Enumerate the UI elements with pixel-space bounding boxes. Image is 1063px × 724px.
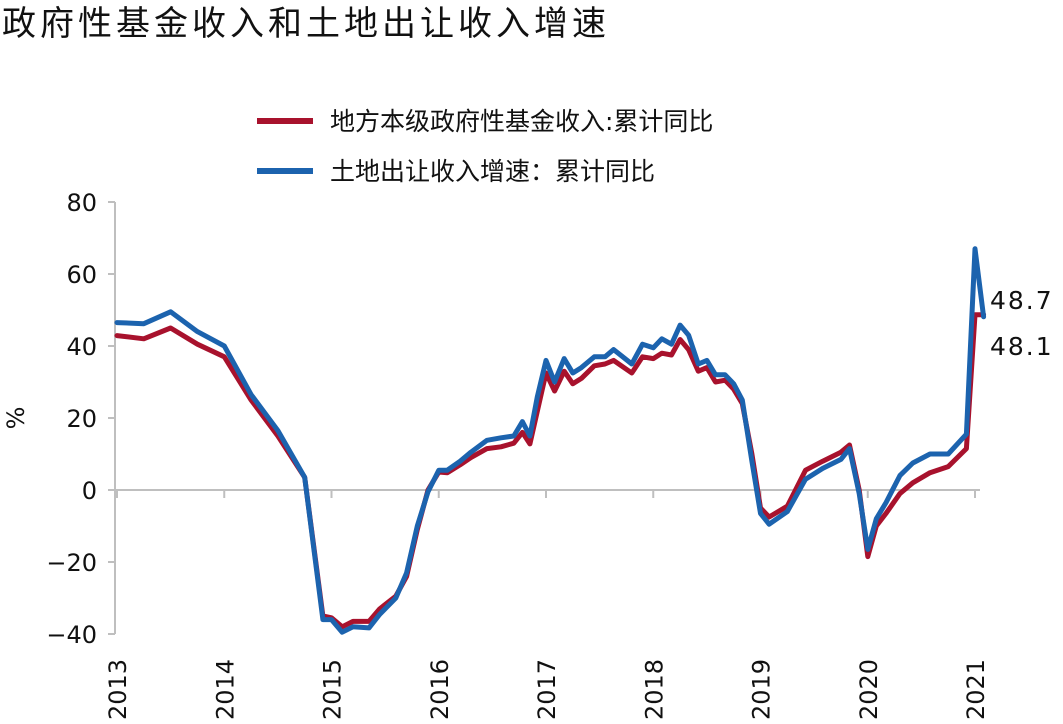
y-tick-label: −20 — [46, 549, 97, 577]
x-tick-label: 2017 — [533, 659, 561, 720]
y-tick-label: 80 — [66, 189, 97, 217]
x-tick-label: 2015 — [319, 659, 347, 720]
series-lines — [114, 246, 987, 635]
x-tick-label: 2014 — [211, 659, 239, 720]
series-line-local-fund-revenue — [114, 312, 987, 630]
end-label-land-sale-revenue: 48.1 — [990, 332, 1054, 361]
x-tick-label: 2021 — [962, 659, 990, 720]
y-tick-label: 0 — [82, 477, 97, 505]
x-tick-label: 2018 — [640, 659, 668, 720]
legend: 地方本级政府性基金收入:累计同比 土地出让收入增速：累计同比 — [257, 107, 713, 186]
series-line-land-sale-revenue — [114, 246, 987, 635]
x-tick-label: 2013 — [104, 659, 132, 720]
legend-label-local-fund-revenue: 地方本级政府性基金收入:累计同比 — [330, 107, 713, 136]
legend-label-land-sale-revenue: 土地出让收入增速：累计同比 — [330, 157, 655, 186]
y-tick-label: −40 — [46, 621, 97, 649]
y-tick-label: 20 — [66, 405, 97, 433]
x-tick-label: 2016 — [426, 659, 454, 720]
y-tick-label: 60 — [66, 261, 97, 289]
y-axis-label: % — [2, 407, 30, 430]
axes: −40 −20 0 20 40 60 80% 2013 2014 2015 2016 2017 2018… — [2, 189, 990, 720]
y-tick-label: 40 — [66, 333, 97, 361]
x-tick-label: 2020 — [855, 659, 883, 720]
chart-title: 政府性基金收入和土地出让收入增速 — [2, 4, 610, 44]
x-tick-label: 2019 — [748, 659, 776, 720]
end-label-local-fund-revenue: 48.7 — [990, 286, 1054, 315]
end-labels: 48.7 48.1 — [990, 286, 1054, 361]
